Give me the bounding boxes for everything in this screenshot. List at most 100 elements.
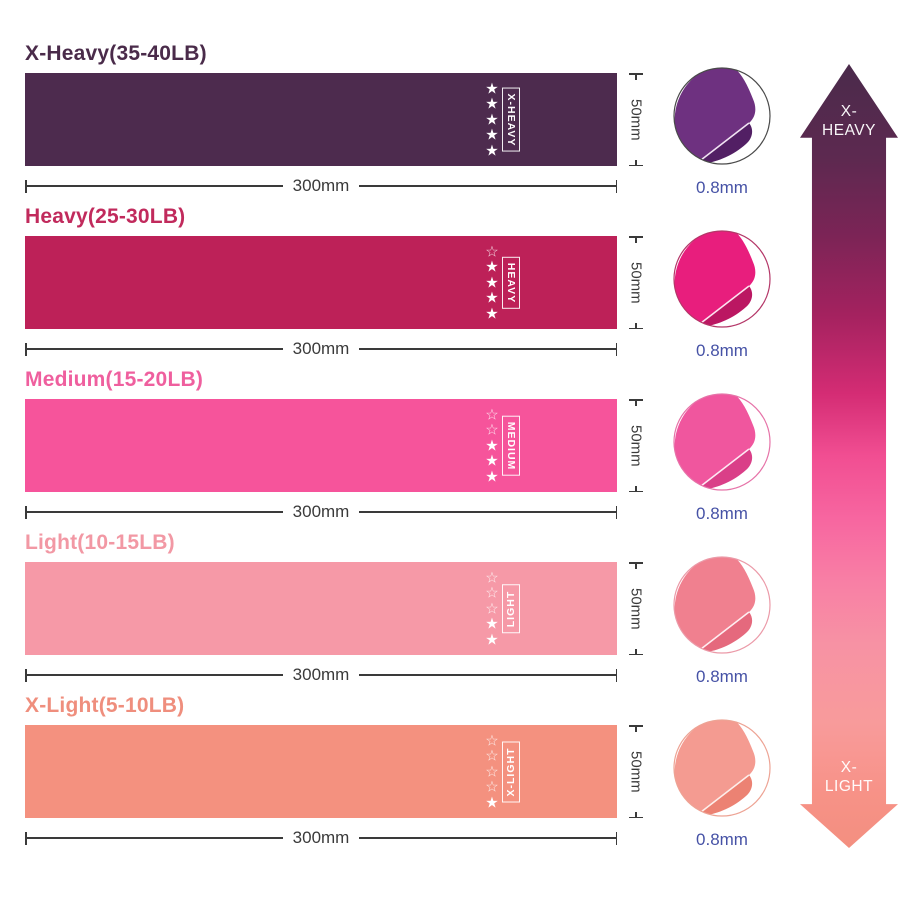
star-outline-icon: ☆ [485, 747, 499, 765]
dimension-line [359, 674, 616, 676]
height-dimension: 50mm [621, 236, 651, 329]
star-outline-icon: ☆ [485, 599, 499, 617]
thickness-label: 0.8mm [696, 504, 748, 523]
dimension-tick [25, 505, 27, 519]
dimension-tick [25, 179, 27, 193]
band-tag-box: LIGHT [502, 584, 520, 633]
height-dimension: 50mm [621, 73, 651, 166]
height-dimension: 50mm [621, 725, 651, 818]
star-outline-icon: ☆ [485, 405, 499, 423]
star-rating: ☆ ☆ ☆ ★ ★ [481, 570, 503, 648]
dimension-line [26, 348, 283, 350]
star-outline-icon: ☆ [485, 731, 499, 749]
band-tag-label: X-LIGHT [505, 747, 517, 796]
band-tag-box: X-HEAVY [502, 87, 520, 152]
width-dimension-label: 300mm [292, 339, 350, 358]
width-dimension: 300mm [25, 502, 617, 521]
scale-top-label-line2: HEAVY [822, 122, 876, 139]
height-dimension-label: 50mm [627, 750, 645, 793]
band-tag-box: X-LIGHT [502, 741, 520, 802]
band-row-medium: Medium(15-20LB) ☆ ☆ ★ ★ ★ MEDIUM 300mm 50mm [0, 366, 780, 529]
dimension-line [359, 348, 616, 350]
width-dimension-label: 300mm [292, 502, 350, 521]
star-rating: ☆ ★ ★ ★ ★ [481, 244, 503, 322]
star-filled-icon: ★ [485, 304, 499, 322]
dimension-tick [25, 668, 27, 682]
dimension-tick [629, 236, 643, 243]
band-row-heavy: Heavy(25-30LB) ☆ ★ ★ ★ ★ HEAVY 300mm 50mm [0, 203, 780, 366]
band-row-light: Light(10-15LB) ☆ ☆ ☆ ★ ★ LIGHT 300mm 50mm [0, 529, 780, 692]
dimension-tick [615, 505, 617, 519]
band-closeup-photo [672, 392, 772, 492]
band-title: Heavy(25-30LB) [25, 205, 186, 228]
strength-scale-arrow: X- HEAVY X- LIGHT [800, 64, 898, 848]
star-filled-icon: ★ [485, 793, 499, 811]
thickness-label: 0.8mm [696, 830, 748, 849]
star-outline-icon: ☆ [485, 421, 499, 439]
band-closeup-photo [672, 66, 772, 166]
band-tag-box: MEDIUM [502, 415, 520, 476]
band-title: Light(10-15LB) [25, 531, 175, 554]
band-row-x-light: X-Light(5-10LB) ☆ ☆ ☆ ☆ ★ X-LIGHT 300mm 50mm [0, 692, 780, 855]
band-swatch: ☆ ☆ ☆ ★ ★ LIGHT [25, 562, 617, 655]
dimension-line [359, 185, 616, 187]
height-dimension-label: 50mm [627, 587, 645, 630]
star-outline-icon: ☆ [485, 584, 499, 602]
band-swatch: ★ ★ ★ ★ ★ X-HEAVY [25, 73, 617, 166]
dimension-line [359, 511, 616, 513]
band-tag-label: X-HEAVY [505, 93, 517, 146]
star-filled-icon: ★ [485, 126, 499, 144]
dimension-tick [629, 648, 643, 655]
thickness-label: 0.8mm [696, 341, 748, 360]
star-outline-icon: ☆ [485, 242, 499, 260]
width-dimension: 300mm [25, 176, 617, 195]
dimension-tick [615, 831, 617, 845]
star-filled-icon: ★ [485, 289, 499, 307]
star-outline-icon: ☆ [485, 762, 499, 780]
star-filled-icon: ★ [485, 452, 499, 470]
scale-top-label-line1: X- [840, 103, 858, 120]
star-filled-icon: ★ [485, 436, 499, 454]
scale-top-label: X- HEAVY [800, 102, 898, 140]
dimension-line [26, 511, 283, 513]
height-dimension-label: 50mm [627, 98, 645, 141]
band-tag-label: MEDIUM [505, 421, 517, 470]
band-closeup-photo [672, 229, 772, 329]
star-rating: ☆ ☆ ☆ ☆ ★ [481, 733, 503, 811]
star-outline-icon: ☆ [485, 778, 499, 796]
star-filled-icon: ★ [485, 141, 499, 159]
thickness-label: 0.8mm [696, 178, 748, 197]
star-filled-icon: ★ [485, 467, 499, 485]
scale-bottom-label-line1: X- [840, 759, 858, 776]
dimension-tick [25, 342, 27, 356]
band-swatch: ☆ ☆ ☆ ☆ ★ X-LIGHT [25, 725, 617, 818]
star-outline-icon: ☆ [485, 568, 499, 586]
dimension-tick [629, 485, 643, 492]
band-title: Medium(15-20LB) [25, 368, 204, 391]
band-tag-label: LIGHT [505, 590, 517, 627]
dimension-tick [629, 562, 643, 569]
dimension-tick [629, 73, 643, 80]
width-dimension: 300mm [25, 339, 617, 358]
star-filled-icon: ★ [485, 95, 499, 113]
width-dimension-label: 300mm [292, 828, 350, 847]
band-title: X-Heavy(35-40LB) [25, 42, 207, 65]
star-filled-icon: ★ [485, 79, 499, 97]
dimension-tick [629, 322, 643, 329]
dimension-line [26, 837, 283, 839]
star-rating: ★ ★ ★ ★ ★ [481, 81, 503, 159]
dimension-tick [615, 179, 617, 193]
scale-bottom-label: X- LIGHT [800, 758, 898, 796]
star-filled-icon: ★ [485, 273, 499, 291]
dimension-line [26, 185, 283, 187]
scale-bottom-label-line2: LIGHT [824, 778, 874, 795]
band-row-x-heavy: X-Heavy(35-40LB) ★ ★ ★ ★ ★ X-HEAVY 300mm 50m… [0, 40, 780, 203]
band-swatch: ☆ ☆ ★ ★ ★ MEDIUM [25, 399, 617, 492]
height-dimension: 50mm [621, 562, 651, 655]
dimension-tick [629, 725, 643, 732]
band-closeup-photo [672, 718, 772, 818]
band-closeup-photo [672, 555, 772, 655]
band-title: X-Light(5-10LB) [25, 694, 185, 717]
width-dimension-label: 300mm [292, 665, 350, 684]
